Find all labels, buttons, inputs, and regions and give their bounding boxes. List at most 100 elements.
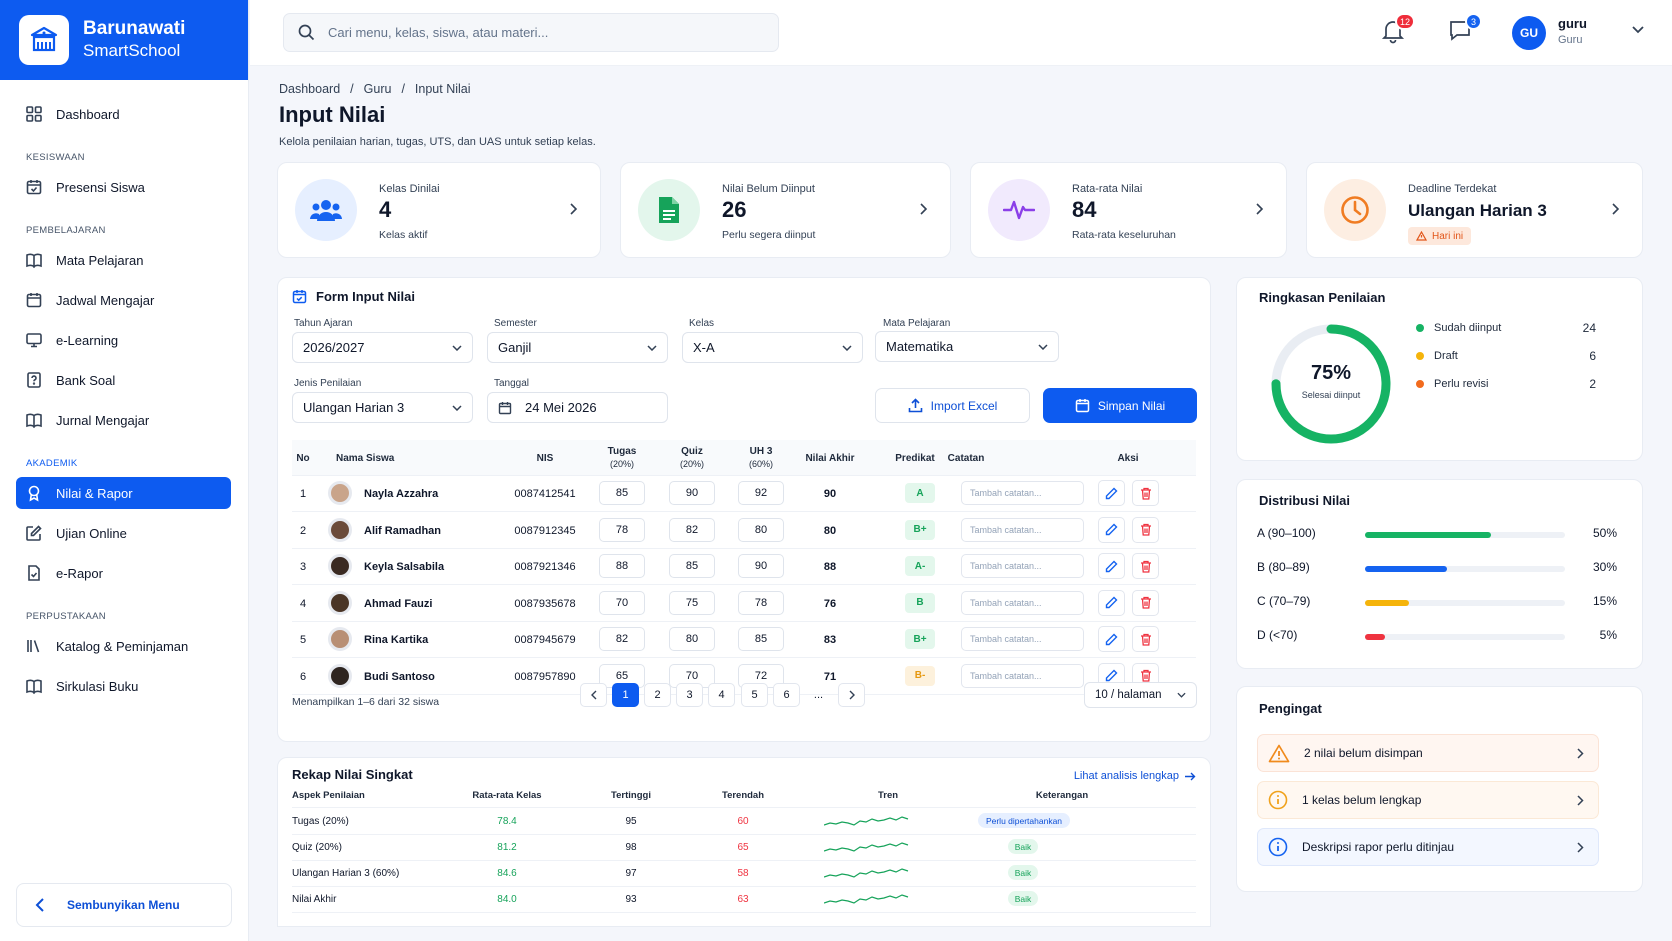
- semester-select[interactable]: Ganjil: [487, 332, 668, 363]
- sidebar-item-jadwal[interactable]: Jadwal Mengajar: [16, 284, 231, 316]
- page-button[interactable]: 6: [773, 683, 800, 707]
- stat-card-rata-rata[interactable]: Rata-rata Nilai 84 Rata-rata keseluruhan: [970, 162, 1287, 258]
- catatan-input[interactable]: Tambah catatan...: [961, 663, 1084, 688]
- edit-button[interactable]: [1098, 626, 1125, 652]
- rekap-link[interactable]: Lihat analisis lengkap: [1074, 770, 1196, 782]
- save-button[interactable]: Simpan Nilai: [1043, 388, 1197, 423]
- tugas-input[interactable]: 70: [599, 590, 645, 615]
- uh-input[interactable]: 80: [738, 517, 784, 542]
- uh-input[interactable]: 78: [738, 590, 784, 615]
- reminder-item[interactable]: Deskripsi rapor perlu ditinjau: [1257, 828, 1599, 866]
- edit-button[interactable]: [1098, 516, 1125, 543]
- sidebar-item-banksoal[interactable]: Bank Soal: [16, 364, 231, 396]
- sidebar-item-erapor[interactable]: e-Rapor: [16, 557, 231, 589]
- delete-button[interactable]: [1132, 626, 1159, 652]
- quiz-input[interactable]: 85: [669, 554, 715, 578]
- reminder-item[interactable]: 2 nilai belum disimpan: [1257, 734, 1599, 772]
- tahun-select[interactable]: 2026/2027: [292, 332, 473, 363]
- jenis-select[interactable]: Ulangan Harian 3: [292, 392, 473, 423]
- notification-button[interactable]: 12: [1381, 13, 1415, 47]
- page-button[interactable]: 2: [644, 683, 671, 707]
- showing-text: Menampilkan 1–6 dari 32 siswa: [292, 696, 440, 708]
- kelas-select[interactable]: X-A: [682, 332, 863, 363]
- tugas-input[interactable]: 88: [599, 554, 645, 578]
- delete-button[interactable]: [1132, 553, 1159, 579]
- catatan-input[interactable]: Tambah catatan...: [961, 517, 1084, 542]
- user-role: Guru: [1558, 34, 1583, 46]
- page-button[interactable]: 3: [676, 683, 703, 707]
- sidebar-item-nilai-rapor[interactable]: Nilai & Rapor: [16, 477, 231, 509]
- sidebar-item-elearning[interactable]: e-Learning: [16, 324, 231, 356]
- page-next-button[interactable]: [838, 683, 865, 707]
- delete-button[interactable]: [1132, 480, 1159, 506]
- predikat-badge: B-: [905, 665, 935, 686]
- cell-aspek: Quiz (20%): [292, 842, 343, 853]
- topbar: Cari menu, kelas, siswa, atau materi... …: [250, 0, 1672, 66]
- distribusi-pct: 30%: [1592, 560, 1617, 574]
- avatar[interactable]: GU: [1512, 16, 1546, 50]
- tanggal-input[interactable]: 24 Mei 2026: [487, 392, 668, 423]
- breadcrumb-separator: /: [350, 82, 354, 96]
- th-catatan: Catatan: [947, 453, 985, 464]
- tanggal-value: 24 Mei 2026: [525, 400, 597, 415]
- page-button[interactable]: 1: [612, 683, 639, 707]
- brand[interactable]: Barunawati SmartSchool: [0, 0, 248, 80]
- rekap-title: Rekap Nilai Singkat: [292, 767, 413, 782]
- tugas-input[interactable]: 85: [599, 481, 645, 505]
- page-button[interactable]: 5: [741, 683, 768, 707]
- sidebar-item-label: Ujian Online: [56, 525, 127, 541]
- stat-card-belum-input[interactable]: Nilai Belum Diinput 26 Perlu segera diin…: [620, 162, 951, 258]
- messages-button[interactable]: 3: [1448, 13, 1482, 45]
- import-excel-button[interactable]: Import Excel: [875, 388, 1030, 423]
- predikat-badge: B+: [905, 519, 935, 540]
- th-predikat: Predikat: [895, 453, 935, 464]
- sidebar-item-katalog[interactable]: Katalog & Peminjaman: [16, 630, 231, 662]
- sidebar-item-presensi[interactable]: Presensi Siswa: [16, 171, 231, 203]
- delete-button[interactable]: [1132, 516, 1159, 543]
- tugas-input[interactable]: 78: [599, 517, 645, 542]
- quiz-input[interactable]: 75: [669, 590, 715, 615]
- sidebar-item-dashboard[interactable]: Dashboard: [16, 98, 231, 130]
- quiz-input[interactable]: 82: [669, 517, 715, 542]
- pengingat-card: Pengingat 2 nilai belum disimpan 1 kelas…: [1236, 686, 1643, 892]
- mapel-select[interactable]: Matematika: [875, 331, 1059, 362]
- cell-no: 6: [299, 670, 307, 683]
- edit-button[interactable]: [1098, 480, 1125, 506]
- sidebar-item-mapel[interactable]: Mata Pelajaran: [16, 244, 231, 276]
- distribusi-bar: [1365, 634, 1565, 640]
- stat-card-deadline[interactable]: Deadline Terdekat Ulangan Harian 3 Hari …: [1306, 162, 1643, 258]
- edit-button[interactable]: [1098, 553, 1125, 579]
- edit-button[interactable]: [1098, 589, 1125, 616]
- distribusi-bar: [1365, 566, 1565, 572]
- user-name[interactable]: guru: [1558, 16, 1587, 31]
- stat-card-kelas[interactable]: Kelas Dinilai 4 Kelas aktif: [277, 162, 601, 258]
- page-button[interactable]: 4: [708, 683, 735, 707]
- sidebar-item-label: Dashboard: [56, 106, 120, 122]
- legend-label: Draft: [1434, 350, 1458, 362]
- uh-input[interactable]: 90: [738, 554, 784, 578]
- quiz-input[interactable]: 90: [669, 481, 715, 505]
- catatan-input[interactable]: Tambah catatan...: [961, 481, 1084, 505]
- distribusi-label: A (90–100): [1257, 526, 1316, 540]
- per-page-select[interactable]: 10 / halaman: [1084, 682, 1197, 708]
- sidebar-item-ujian[interactable]: Ujian Online: [16, 517, 231, 549]
- catatan-input[interactable]: Tambah catatan...: [961, 590, 1084, 615]
- library-icon: [27, 640, 40, 653]
- uh-input[interactable]: 92: [738, 481, 784, 505]
- page-prev-button[interactable]: [580, 683, 607, 707]
- breadcrumb-dashboard[interactable]: Dashboard: [279, 82, 341, 96]
- tugas-input[interactable]: 82: [599, 627, 645, 651]
- quiz-input[interactable]: 80: [669, 627, 715, 651]
- catatan-input[interactable]: Tambah catatan...: [961, 554, 1084, 578]
- reminder-item[interactable]: 1 kelas belum lengkap: [1257, 781, 1599, 819]
- breadcrumb-guru[interactable]: Guru: [363, 82, 392, 96]
- search-input[interactable]: Cari menu, kelas, siswa, atau materi...: [283, 13, 779, 52]
- catatan-input[interactable]: Tambah catatan...: [961, 627, 1084, 651]
- sidebar-item-jurnal[interactable]: Jurnal Mengajar: [16, 404, 231, 436]
- reminder-label: 1 kelas belum lengkap: [1302, 793, 1422, 807]
- hide-menu-button[interactable]: Sembunyikan Menu: [16, 883, 232, 927]
- sidebar-item-sirkulasi[interactable]: Sirkulasi Buku: [16, 670, 231, 702]
- chevron-down-icon[interactable]: [1632, 26, 1644, 34]
- delete-button[interactable]: [1132, 589, 1159, 616]
- uh-input[interactable]: 85: [738, 627, 784, 651]
